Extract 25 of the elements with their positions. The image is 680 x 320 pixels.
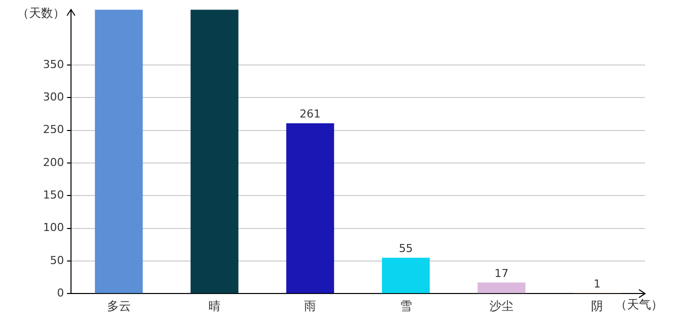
- y-tick-label: 0: [56, 286, 64, 300]
- y-tick-label: 200: [42, 156, 64, 169]
- data-label: 17: [494, 266, 508, 280]
- y-tick-label: 350: [42, 58, 64, 71]
- y-axis-title: （天数）: [16, 6, 65, 20]
- x-tick-label: 阴: [591, 298, 604, 313]
- bar: [478, 282, 526, 294]
- x-tick-label: 多云: [106, 298, 131, 313]
- x-axis-title: （天气）: [615, 298, 663, 312]
- x-tick-label: 晴: [208, 298, 220, 313]
- x-tick-label: 雪: [400, 298, 412, 313]
- y-tick-label: 150: [42, 188, 64, 202]
- x-tick-label: 沙尘: [490, 298, 514, 313]
- y-tick-label: 50: [50, 254, 64, 267]
- x-tick-label: 雨: [304, 298, 316, 313]
- data-label: 55: [398, 242, 413, 256]
- bar: [190, 10, 238, 294]
- data-label: 261: [300, 108, 321, 121]
- y-tick-label: 100: [42, 221, 64, 234]
- y-tick-label: 300: [42, 90, 64, 104]
- y-tick-label: 250: [42, 123, 64, 136]
- bar: [382, 258, 430, 294]
- bar: [286, 123, 334, 294]
- data-label: 1: [594, 277, 601, 290]
- bar: [94, 10, 143, 294]
